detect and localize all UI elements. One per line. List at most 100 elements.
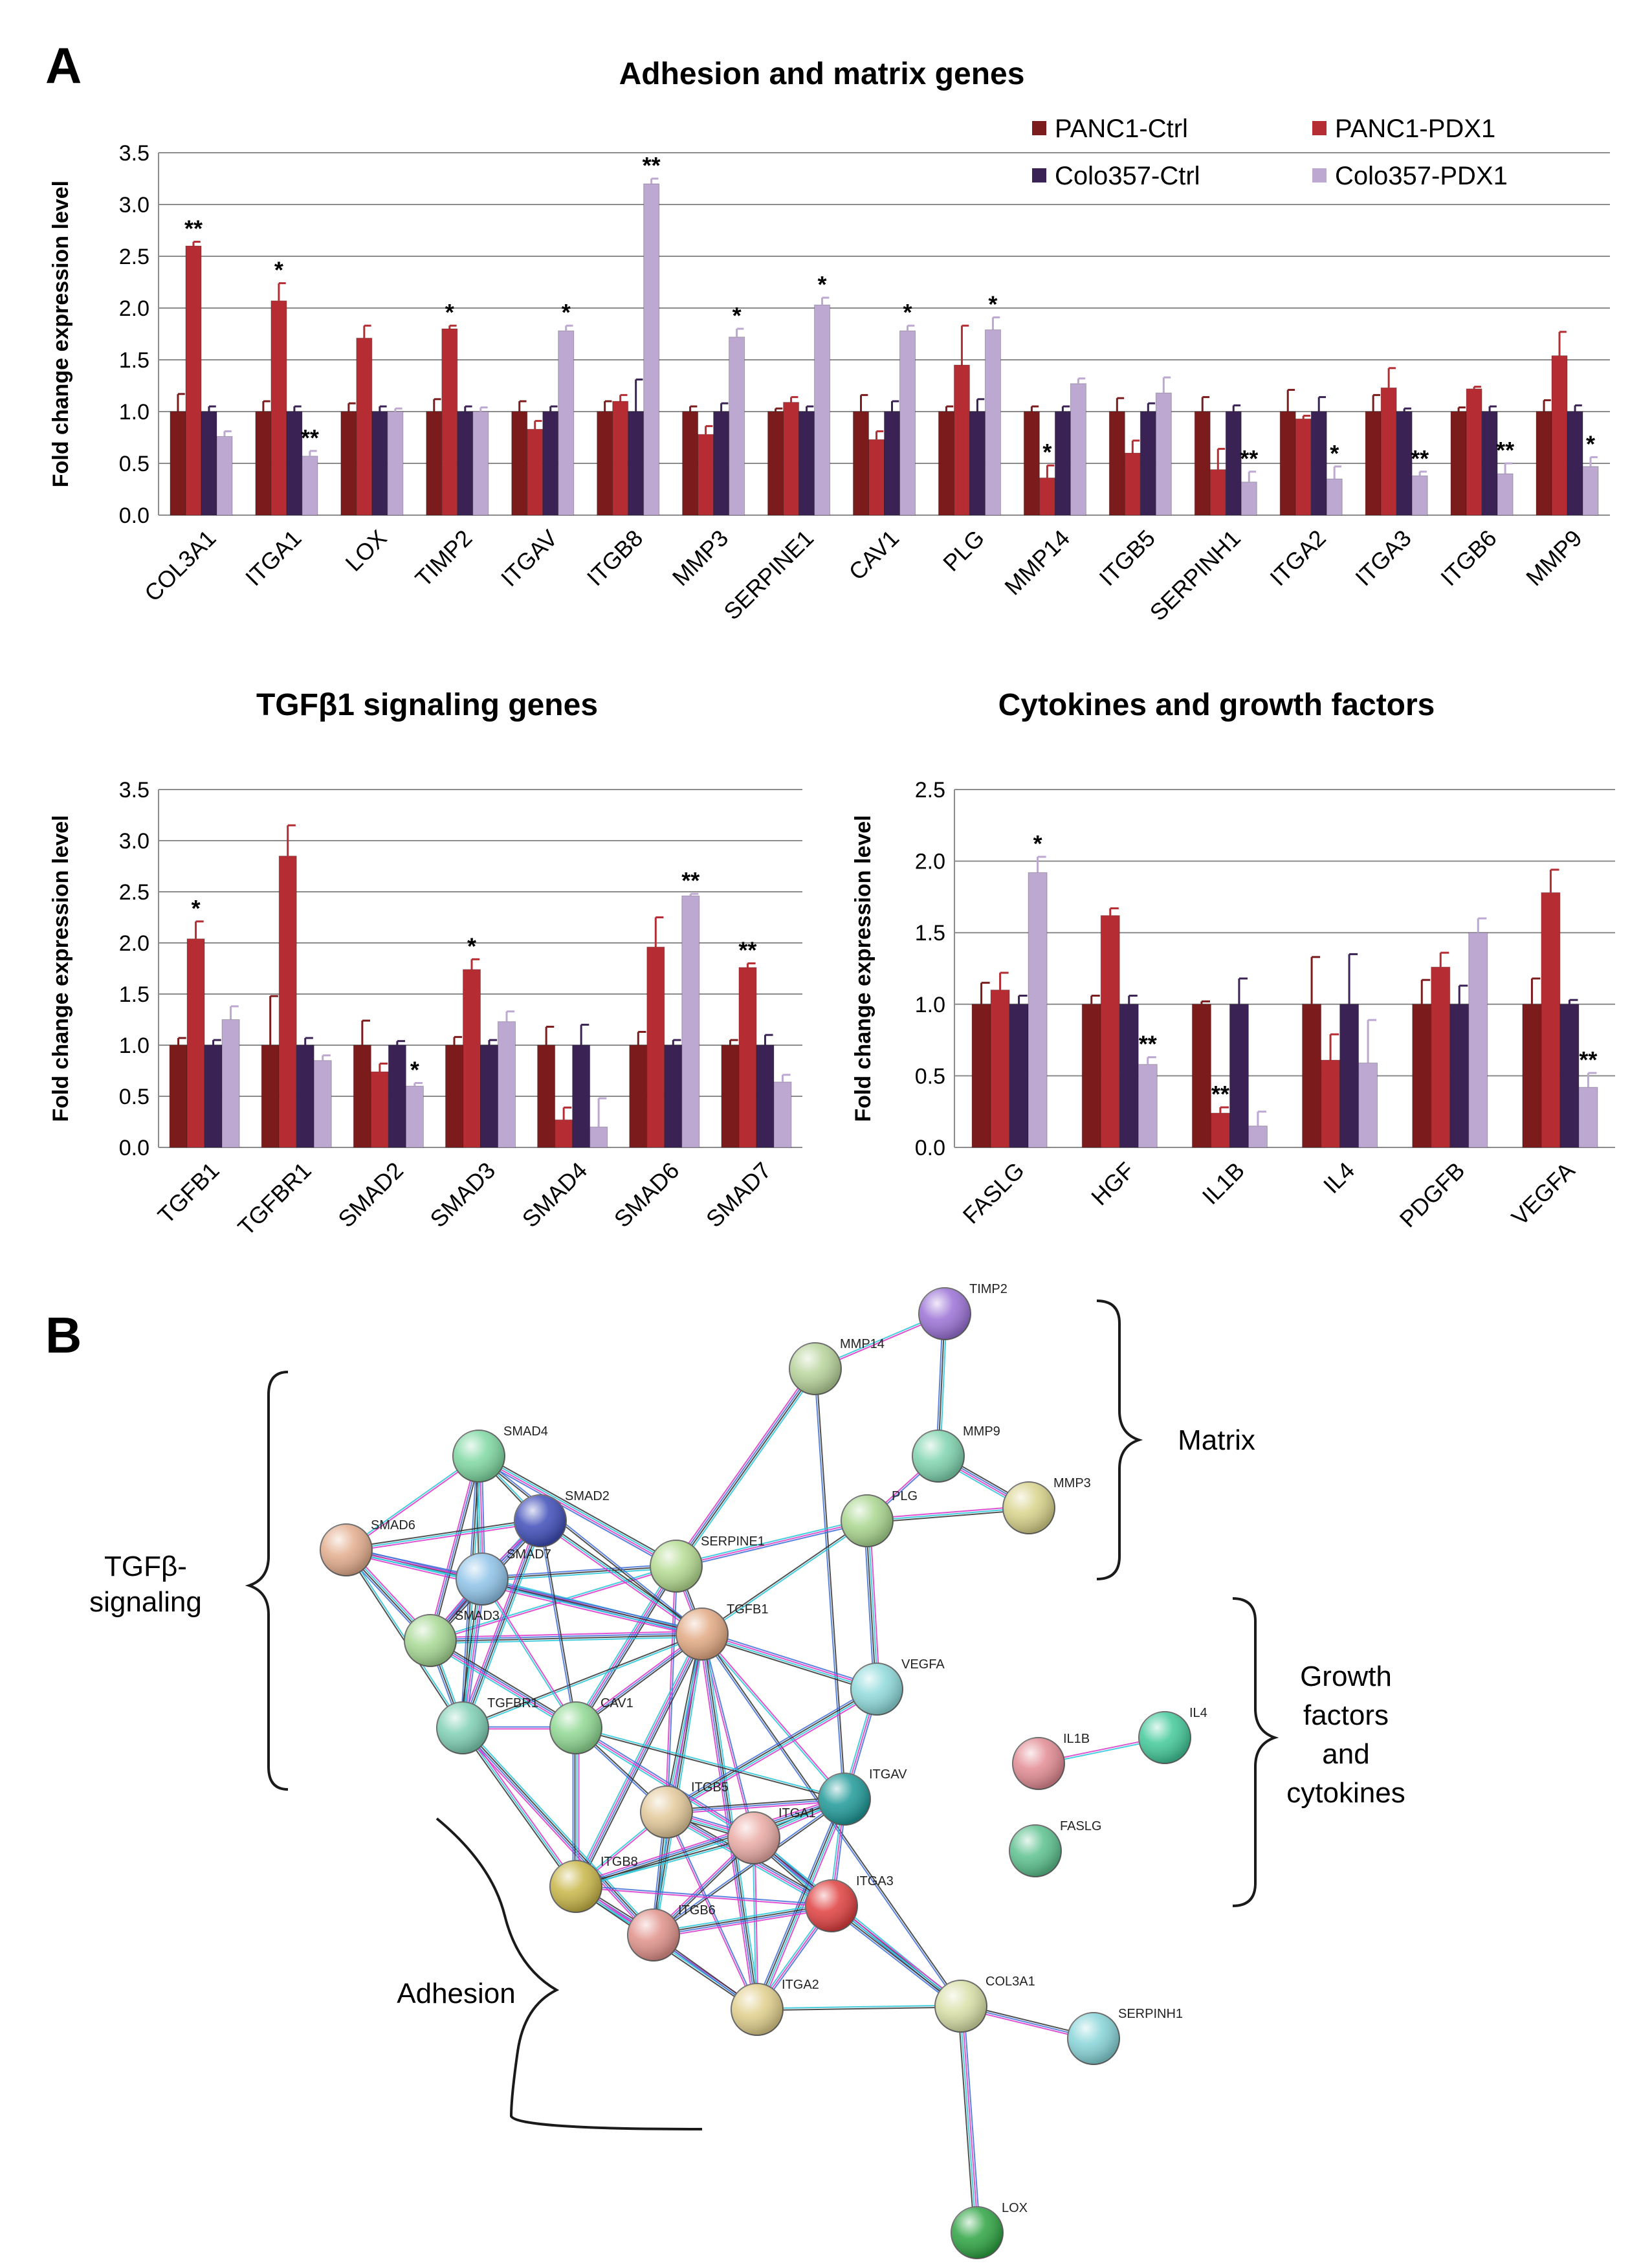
node-faslg[interactable]: FASLG: [1009, 1819, 1101, 1877]
edge-mmp14-serpine1: [673, 1366, 814, 1565]
edge-tgfb1-itga2: [698, 1634, 755, 2010]
node-itga2[interactable]: ITGA2: [731, 1978, 819, 2036]
node-label: ITGA1: [778, 1806, 816, 1820]
node-timp2[interactable]: TIMP2: [918, 1282, 1008, 1340]
node-shine: [841, 1495, 893, 1547]
bar-cav1-panc1-pdx1: [868, 439, 885, 516]
node-smad2[interactable]: SMAD2: [514, 1489, 610, 1547]
edge-plg-mmp3: [867, 1509, 1030, 1523]
significance-mark: *: [988, 291, 997, 317]
edge-tgfb1-itgav: [702, 1633, 846, 1799]
panel-letter-b: B: [45, 1307, 82, 1364]
node-vegfa[interactable]: VEGFA: [850, 1657, 945, 1716]
bar-tgfb1-colo357-pdx1: [221, 1019, 240, 1148]
y-tick-label: 1.5: [119, 982, 149, 1007]
edge-itga1-itgb8: [576, 1838, 754, 1888]
edge-tgfb1-itgb8: [576, 1634, 704, 1888]
node-shine: [514, 1495, 566, 1547]
node-label: LOX: [1002, 2201, 1028, 2215]
panel-letter-a: A: [45, 37, 82, 94]
node-shine: [404, 1615, 456, 1666]
node-smad6[interactable]: SMAD6: [320, 1518, 415, 1576]
x-tick-label-mmp3: MMP3: [667, 525, 734, 592]
edge-smad2-tgfbr1: [463, 1521, 542, 1729]
node-il1b[interactable]: IL1B: [1012, 1732, 1090, 1790]
y-tick-label: 0.5: [915, 1064, 945, 1089]
edge-itgav-itgb6: [652, 1797, 844, 1935]
edge-itgb5-itga2: [665, 1812, 757, 2011]
x-tick-label-tgfbr1: TGFBR1: [232, 1157, 316, 1241]
node-il4[interactable]: IL4: [1138, 1706, 1207, 1764]
node-itgav[interactable]: ITGAV: [818, 1767, 907, 1826]
bar-cav1-panc1-ctrl: [853, 411, 869, 516]
node-mmp14[interactable]: MMP14: [789, 1337, 885, 1395]
bar-itgav-colo357-ctrl: [542, 411, 559, 516]
significance-mark: *: [467, 933, 476, 959]
significance-mark: *: [1330, 440, 1339, 467]
edge-tgfb1-itgb6: [654, 1634, 705, 1936]
legend-swatch-colo357-ctrl: [1032, 168, 1046, 182]
bar-hgf-colo357-ctrl: [1119, 1004, 1139, 1148]
node-smad4[interactable]: SMAD4: [452, 1424, 548, 1483]
bar-smad4-colo357-pdx1: [589, 1126, 608, 1148]
bar-timp2-colo357-pdx1: [472, 411, 489, 516]
edge-col3a1-lox: [961, 2006, 979, 2233]
node-itga3[interactable]: ITGA3: [805, 1874, 894, 1932]
bar-vegfa-panc1-pdx1: [1541, 892, 1561, 1148]
edge-itgb8-itga3: [576, 1885, 832, 1906]
group-label-matrix: Matrix: [1178, 1424, 1255, 1456]
edge-itgb5-itgav: [666, 1800, 845, 1815]
edge-itga1-itga2: [752, 1838, 757, 2010]
edge-smad2-cav1: [540, 1520, 578, 1728]
node-smad3[interactable]: SMAD3: [404, 1609, 500, 1667]
bar-serpine1-colo357-ctrl: [798, 411, 815, 516]
bar-smad3-colo357-pdx1: [498, 1021, 516, 1148]
node-label: SERPINE1: [701, 1534, 765, 1549]
x-tick-label-itgav: ITGAV: [496, 525, 562, 592]
bar-smad7-panc1-ctrl: [721, 1045, 740, 1148]
bar-itgb6-panc1-ctrl: [1450, 411, 1467, 516]
significance-mark: *: [274, 257, 283, 283]
x-tick-label-serpine1: SERPINE1: [718, 525, 819, 625]
edge-tgfb1-smad2: [541, 1518, 704, 1633]
significance-mark: *: [192, 895, 201, 922]
edge-serpine1-itgb5: [666, 1566, 678, 1813]
node-label: PLG: [892, 1489, 918, 1503]
edge-plg-tgfb1: [702, 1521, 868, 1636]
node-mmp3[interactable]: MMP3: [1002, 1476, 1091, 1534]
edge-tgfb1-itgb8: [574, 1633, 702, 1886]
node-itgb6[interactable]: ITGB6: [627, 1903, 716, 1962]
edge-tgfb1-smad2: [538, 1521, 701, 1637]
edge-smad3-cav1: [429, 1641, 576, 1730]
edge-smad2-smad6: [346, 1521, 541, 1553]
edge-itgb5-itgav: [666, 1798, 845, 1813]
node-serpine1[interactable]: SERPINE1: [650, 1534, 765, 1593]
edge-mmp14-itgav: [815, 1368, 846, 1799]
node-itgb8[interactable]: ITGB8: [549, 1855, 638, 1913]
node-itga1[interactable]: ITGA1: [727, 1806, 816, 1864]
bar-il1b-panc1-pdx1: [1210, 1112, 1230, 1148]
node-mmp9[interactable]: MMP9: [912, 1424, 1000, 1483]
node-smad7[interactable]: SMAD7: [456, 1547, 551, 1606]
node-tgfb1[interactable]: TGFB1: [676, 1602, 768, 1661]
chart-cytokines: 0.0 0.5 1.0 1.5 2.0 2.5 Fold change expression…: [851, 778, 1615, 1232]
edge-col3a1-lox: [957, 2006, 975, 2233]
edge-tgfbr1-itgb6: [464, 1725, 657, 1934]
node-lox[interactable]: LOX: [951, 2201, 1028, 2259]
node-serpinh1[interactable]: SERPINH1: [1067, 2007, 1183, 2065]
node-plg[interactable]: PLG: [841, 1489, 918, 1547]
bar-col3a1-panc1-pdx1: [185, 245, 202, 516]
bar-itga2-colo357-ctrl: [1310, 411, 1327, 516]
node-cav1[interactable]: CAV1: [549, 1696, 633, 1754]
edge-cav1-itga1: [574, 1729, 753, 1841]
node-col3a1[interactable]: COL3A1: [934, 1974, 1035, 2033]
edge-tgfb1-smad4: [478, 1456, 702, 1635]
node-itgb5[interactable]: ITGB5: [640, 1780, 729, 1839]
edge-serpine1-smad4: [478, 1456, 676, 1568]
significance-mark: **: [301, 425, 319, 451]
bar-smad2-colo357-ctrl: [388, 1045, 406, 1148]
node-label: TGFBR1: [487, 1696, 538, 1710]
node-tgfbr1[interactable]: TGFBR1: [436, 1696, 538, 1754]
edge-itgb5-itga2: [666, 1811, 759, 2009]
y-tick-label: 3.5: [119, 141, 149, 166]
